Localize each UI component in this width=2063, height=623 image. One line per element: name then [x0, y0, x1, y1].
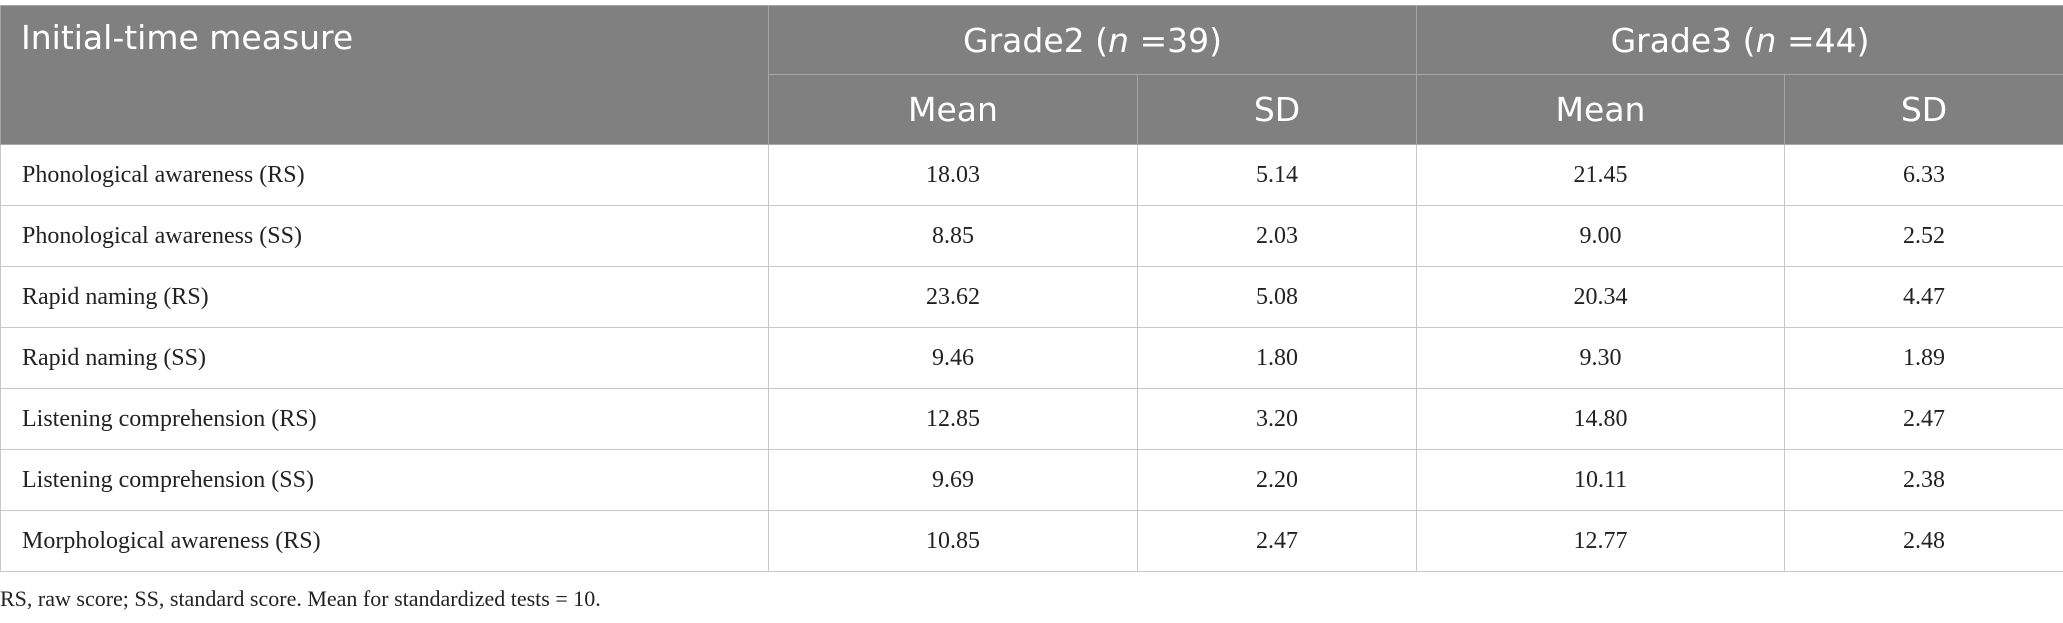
table-row: Morphological awareness (RS) 10.85 2.47 12.…: [0, 510, 2063, 572]
row-label: Morphological awareness (RS): [0, 510, 769, 572]
row-label: Rapid naming (SS): [0, 327, 769, 389]
cell: 4.47: [1784, 266, 2063, 328]
cell: 1.89: [1784, 327, 2063, 389]
cell: 2.38: [1784, 449, 2063, 511]
table-body: Phonological awareness (RS) 18.03 5.14 21.4…: [0, 144, 2063, 572]
header-cell: Initial-time measure: [0, 5, 769, 145]
table-row: Listening comprehension (RS) 12.85 3.20 14.…: [0, 388, 2063, 450]
table-row: Listening comprehension (SS) 9.69 2.20 10.1…: [0, 449, 2063, 511]
cell: 2.20: [1136, 449, 1418, 511]
cell: 10.85: [768, 510, 1138, 572]
cell: 2.03: [1136, 205, 1418, 267]
cell: 9.46: [768, 327, 1138, 389]
cell: 2.52: [1784, 205, 2063, 267]
cell: 3.20: [1136, 388, 1418, 450]
header-text: =44): [1776, 20, 1870, 60]
cell: 9.00: [1416, 205, 1786, 267]
group-header: Grade3 (n =44): [1416, 5, 2063, 75]
footnote: RS, raw score; SS, standard score. Mean …: [0, 586, 601, 611]
cell: 8.85: [768, 205, 1138, 267]
header-text: n: [1108, 20, 1129, 60]
cell: 12.85: [768, 388, 1138, 450]
cell: 10.11: [1416, 449, 1786, 511]
cell: 18.03: [768, 144, 1138, 206]
header-text: n: [1755, 20, 1777, 60]
sub-header: Mean: [1416, 74, 1786, 145]
header-text: =39): [1128, 20, 1222, 60]
row-label: Listening comprehension (SS): [0, 449, 769, 511]
cell: 5.08: [1136, 266, 1418, 328]
row-label: Rapid naming (RS): [0, 266, 769, 328]
sub-header: SD: [1136, 74, 1418, 145]
cell: 5.14: [1136, 144, 1418, 206]
cell: 2.48: [1784, 510, 2063, 572]
header-text: Grade3 (: [1610, 20, 1756, 60]
cell: 9.30: [1416, 327, 1786, 389]
cell: 23.62: [768, 266, 1138, 328]
table-row: Rapid naming (SS) 9.46 1.80 9.30 1.89: [0, 327, 2063, 389]
header-row: Mean SD Mean SD: [1, 74, 2063, 145]
table-wrap: Initial-time measure Grade2 (n =39) Grade…: [0, 5, 2063, 572]
cell: 2.47: [1784, 388, 2063, 450]
cell: 6.33: [1784, 144, 2063, 206]
table-header: Initial-time measure Grade2 (n =39) Grade…: [0, 5, 2063, 145]
cell: 20.34: [1416, 266, 1786, 328]
table-row: Rapid naming (RS) 23.62 5.08 20.34 4.47: [0, 266, 2063, 328]
cell: 9.69: [768, 449, 1138, 511]
sub-header: Mean: [768, 74, 1138, 145]
sub-header: SD: [1784, 74, 2063, 145]
table-row: Phonological awareness (RS) 18.03 5.14 21.4…: [0, 144, 2063, 206]
header-text: Grade2 (: [963, 20, 1109, 60]
row-label: Phonological awareness (SS): [0, 205, 769, 267]
table-row: Phonological awareness (SS) 8.85 2.03 9.00 2…: [0, 205, 2063, 267]
row-label: Phonological awareness (RS): [0, 144, 769, 206]
group-header: Grade2 (n =39): [767, 5, 1418, 75]
cell: 2.47: [1136, 510, 1418, 572]
cell: 12.77: [1416, 510, 1786, 572]
cell: 1.80: [1136, 327, 1418, 389]
row-label: Listening comprehension (RS): [0, 388, 769, 450]
cell: 21.45: [1416, 144, 1786, 206]
header-row: Initial-time measure Grade2 (n =39) Grade…: [0, 5, 2063, 145]
cell: 14.80: [1416, 388, 1786, 450]
data-table: Initial-time measure Grade2 (n =39) Grade…: [0, 5, 2063, 572]
